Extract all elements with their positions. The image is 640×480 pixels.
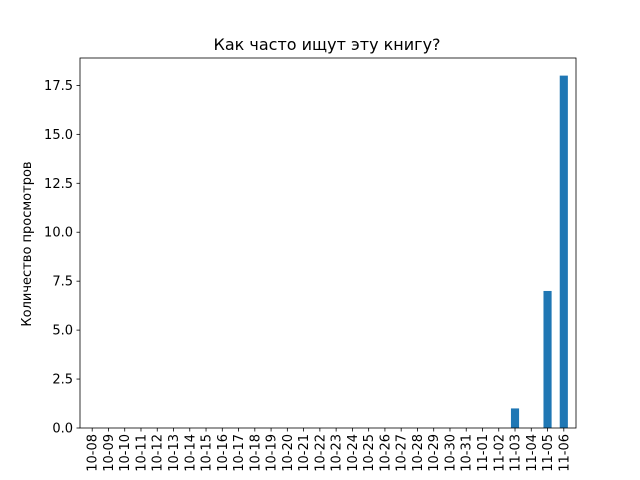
x-tick-label: 10-18: [248, 434, 263, 472]
x-tick-label: 10-28: [411, 434, 426, 472]
axes-frame: [79, 57, 577, 429]
x-tick-label: 11-05: [541, 434, 556, 472]
chart-title: Как часто ищут эту книгу?: [213, 35, 440, 54]
x-tick-label: 10-24: [346, 434, 361, 472]
bar: [543, 290, 552, 428]
x-tick-label: 10-30: [443, 434, 458, 472]
y-tick-label: 12.5: [44, 177, 73, 192]
y-tick-label: 7.5: [52, 275, 73, 290]
x-tick-label: 10-26: [378, 434, 393, 472]
y-tick-label: 0.0: [52, 422, 73, 437]
x-tick-label: 10-09: [102, 434, 117, 472]
x-tick-label: 10-25: [362, 434, 377, 472]
x-tick-label: 10-19: [265, 434, 280, 472]
plot-area: 0.02.55.07.510.012.515.017.510-08 10-09 10…: [44, 57, 577, 472]
x-tick-label: 10-11: [134, 434, 149, 472]
bar: [559, 75, 568, 428]
x-tick-label: 10-16: [216, 434, 231, 472]
x-tick-label: 11-01: [476, 434, 491, 472]
x-tick-label: 10-23: [330, 434, 345, 472]
y-axis-label: Количество просмотров: [20, 161, 35, 326]
x-tick-label: 10-17: [232, 434, 247, 472]
x-tick-label: 10-27: [395, 434, 410, 472]
x-tick-label: 10-08: [86, 434, 101, 472]
x-tick-label: 10-29: [427, 434, 442, 472]
x-tick-label: 10-14: [183, 434, 198, 472]
x-tick-label: 11-03: [509, 434, 524, 472]
x-tick-label: 10-21: [297, 434, 312, 472]
x-tick-label: 11-04: [525, 434, 540, 472]
y-tick-label: 15.0: [44, 128, 73, 143]
x-tick-label: 10-20: [281, 434, 296, 472]
y-tick-label: 2.5: [52, 373, 73, 388]
bar: [510, 408, 520, 428]
x-tick-label: 10-13: [167, 434, 182, 472]
y-tick-label: 10.0: [44, 226, 73, 241]
x-tick-label: 10-31: [460, 434, 475, 472]
x-tick-label: 11-02: [492, 434, 507, 472]
x-tick-label: 10-22: [313, 434, 328, 472]
y-tick-label: 5.0: [52, 324, 73, 339]
y-tick-label: 17.5: [44, 79, 73, 94]
x-tick-label: 11-06: [557, 434, 572, 472]
x-tick-label: 10-12: [151, 434, 166, 472]
x-tick-label: 10-15: [200, 434, 215, 472]
x-tick-label: 10-10: [118, 434, 133, 472]
